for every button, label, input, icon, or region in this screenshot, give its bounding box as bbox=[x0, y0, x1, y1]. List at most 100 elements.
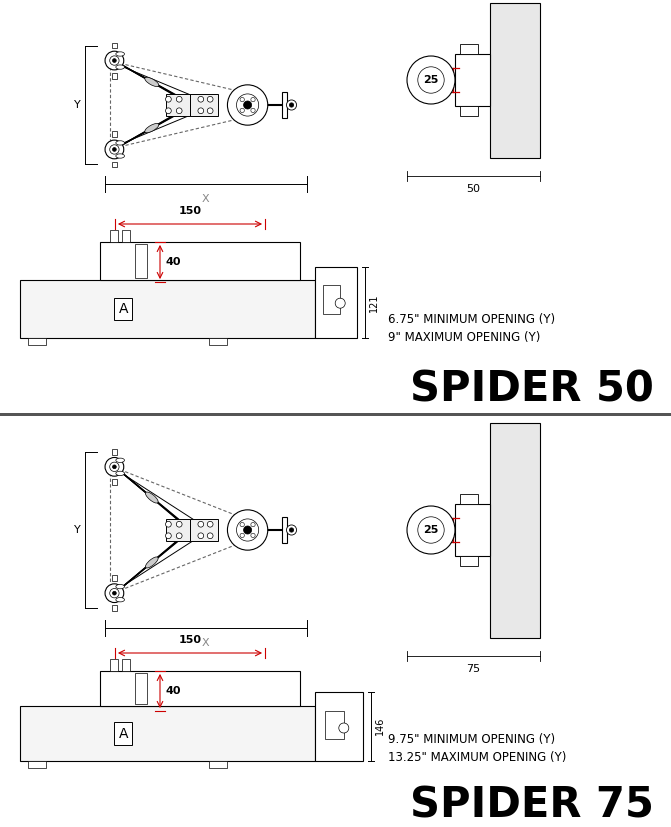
Circle shape bbox=[110, 145, 119, 154]
Circle shape bbox=[198, 97, 204, 102]
Text: 6.75" MINIMUM OPENING (Y): 6.75" MINIMUM OPENING (Y) bbox=[388, 313, 555, 327]
Text: 121: 121 bbox=[369, 294, 379, 312]
Circle shape bbox=[113, 147, 116, 151]
Circle shape bbox=[289, 528, 294, 532]
Circle shape bbox=[166, 97, 171, 102]
Circle shape bbox=[251, 108, 255, 112]
Circle shape bbox=[166, 108, 171, 113]
Bar bbox=[282, 92, 287, 118]
Text: X: X bbox=[202, 638, 209, 648]
Circle shape bbox=[336, 299, 345, 308]
Text: SPIDER 50: SPIDER 50 bbox=[410, 369, 654, 411]
Circle shape bbox=[176, 97, 182, 102]
Bar bbox=[166, 94, 190, 116]
Bar bbox=[112, 576, 117, 581]
Bar bbox=[110, 659, 118, 671]
Circle shape bbox=[176, 533, 182, 538]
Bar bbox=[460, 556, 478, 566]
Circle shape bbox=[244, 526, 252, 534]
Bar bbox=[166, 519, 190, 541]
Ellipse shape bbox=[116, 65, 125, 69]
Text: 150: 150 bbox=[178, 206, 201, 216]
Ellipse shape bbox=[145, 123, 159, 132]
Circle shape bbox=[287, 100, 297, 110]
Circle shape bbox=[105, 457, 123, 476]
Bar bbox=[135, 244, 147, 278]
Circle shape bbox=[407, 506, 455, 554]
Text: 13.25" MAXIMUM OPENING (Y): 13.25" MAXIMUM OPENING (Y) bbox=[388, 752, 566, 764]
Bar bbox=[209, 338, 227, 345]
Text: Y: Y bbox=[74, 100, 81, 110]
Circle shape bbox=[240, 523, 244, 527]
Text: A: A bbox=[119, 726, 128, 740]
Bar bbox=[112, 605, 117, 611]
Circle shape bbox=[105, 584, 123, 603]
Bar bbox=[28, 761, 46, 768]
Ellipse shape bbox=[116, 598, 125, 602]
Circle shape bbox=[240, 108, 244, 112]
Circle shape bbox=[418, 517, 444, 543]
Circle shape bbox=[198, 533, 204, 538]
Circle shape bbox=[236, 94, 259, 116]
Bar bbox=[28, 338, 46, 345]
Bar bbox=[190, 94, 217, 116]
Circle shape bbox=[207, 97, 213, 102]
Bar bbox=[315, 691, 363, 761]
Bar bbox=[315, 267, 357, 338]
Ellipse shape bbox=[116, 585, 125, 589]
Bar bbox=[112, 73, 117, 79]
Bar bbox=[455, 54, 490, 106]
Text: 40: 40 bbox=[166, 257, 181, 267]
Bar bbox=[112, 131, 117, 137]
Circle shape bbox=[251, 98, 255, 102]
Circle shape bbox=[251, 533, 255, 538]
Circle shape bbox=[105, 140, 123, 159]
Circle shape bbox=[166, 533, 171, 538]
Bar bbox=[100, 671, 300, 706]
Text: X: X bbox=[202, 194, 209, 203]
Bar bbox=[325, 711, 344, 739]
Circle shape bbox=[207, 108, 213, 113]
Text: A: A bbox=[119, 302, 128, 316]
Circle shape bbox=[176, 108, 182, 113]
Bar bbox=[122, 230, 130, 242]
Circle shape bbox=[113, 59, 116, 62]
Circle shape bbox=[176, 521, 182, 527]
Text: 9.75" MINIMUM OPENING (Y): 9.75" MINIMUM OPENING (Y) bbox=[388, 734, 555, 747]
Ellipse shape bbox=[145, 77, 159, 87]
Text: SPIDER 75: SPIDER 75 bbox=[410, 785, 654, 827]
Bar bbox=[20, 280, 315, 338]
Ellipse shape bbox=[146, 492, 158, 503]
Bar bbox=[323, 285, 340, 314]
Circle shape bbox=[240, 533, 244, 538]
Circle shape bbox=[207, 521, 213, 527]
Circle shape bbox=[113, 591, 116, 595]
Circle shape bbox=[110, 56, 119, 65]
Circle shape bbox=[289, 103, 294, 108]
Ellipse shape bbox=[116, 154, 125, 158]
Circle shape bbox=[105, 51, 123, 70]
Circle shape bbox=[198, 108, 204, 113]
Bar bbox=[112, 42, 117, 48]
Circle shape bbox=[244, 101, 252, 109]
Bar bbox=[455, 504, 490, 556]
Bar bbox=[460, 494, 478, 504]
Text: 40: 40 bbox=[166, 686, 181, 696]
Circle shape bbox=[240, 98, 244, 102]
Bar bbox=[282, 517, 287, 543]
Ellipse shape bbox=[146, 557, 158, 568]
Bar bbox=[135, 673, 147, 704]
Bar bbox=[460, 106, 478, 116]
Ellipse shape bbox=[116, 471, 125, 476]
Circle shape bbox=[198, 521, 204, 527]
Bar bbox=[112, 479, 117, 485]
Circle shape bbox=[236, 519, 259, 541]
Text: 25: 25 bbox=[423, 525, 439, 535]
Text: 146: 146 bbox=[375, 717, 385, 735]
Bar bbox=[100, 242, 300, 280]
Text: 50: 50 bbox=[466, 184, 480, 194]
Ellipse shape bbox=[116, 458, 125, 462]
Circle shape bbox=[407, 56, 455, 104]
Bar bbox=[460, 44, 478, 54]
Text: Y: Y bbox=[74, 525, 81, 535]
